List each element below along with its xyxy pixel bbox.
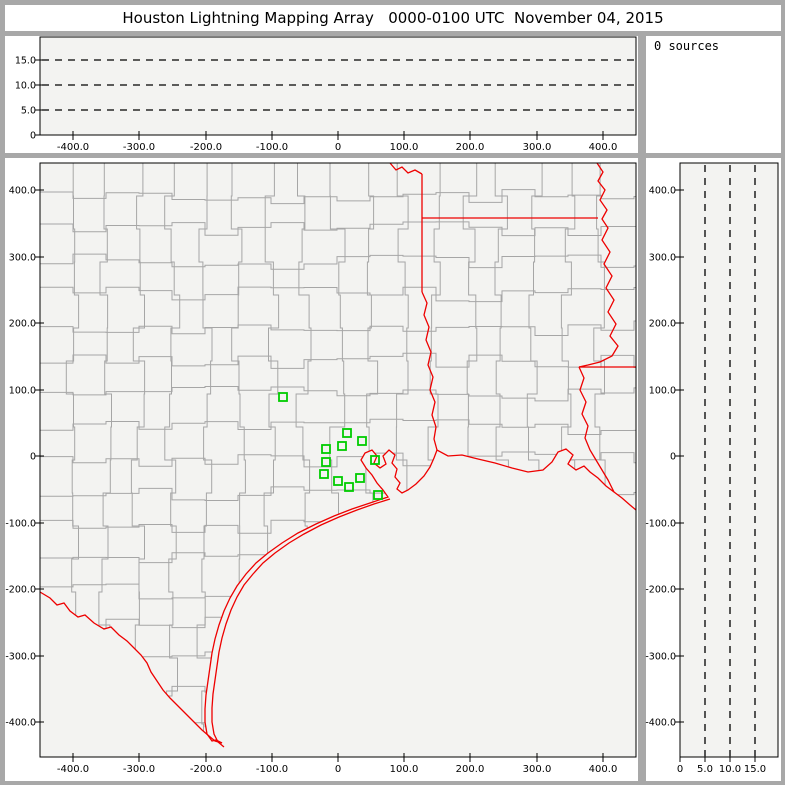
county-line [196, 163, 213, 743]
tick-label: 100.0 [390, 142, 419, 153]
tick-label: 100.0 [390, 764, 419, 775]
tick-label: 0 [677, 764, 683, 775]
county-line [40, 386, 636, 402]
barrier-island [211, 498, 391, 748]
tick-label: -400.0 [5, 718, 36, 729]
tick-label: -400.0 [645, 718, 676, 729]
station-marker [357, 436, 367, 446]
station-marker [333, 476, 343, 486]
tick-label: 10.0 [719, 764, 741, 775]
station-marker [373, 490, 383, 500]
tick-label: 0 [670, 452, 676, 463]
tick-label: -200.0 [190, 142, 222, 153]
tick-label: -300.0 [645, 652, 676, 663]
tick-label: -200.0 [190, 764, 222, 775]
window-title: Houston Lightning Mapping Array 0000-010… [122, 9, 663, 27]
alt-ew-plot-area [39, 36, 637, 136]
county-line [40, 352, 636, 369]
title-bar [5, 5, 781, 31]
tick-label: 5.0 [697, 764, 713, 775]
county-line [40, 320, 636, 336]
tick-label: 0 [30, 452, 36, 463]
tick-label: -400.0 [57, 142, 89, 153]
tick-label: -300.0 [123, 764, 155, 775]
tick-label: -100.0 [256, 142, 288, 153]
county-line [164, 163, 181, 743]
tick-label: 300.0 [9, 253, 36, 264]
station-marker [321, 444, 331, 454]
station-marker [370, 455, 380, 465]
station-marker [321, 457, 331, 467]
tick-label: 100.0 [9, 386, 36, 397]
station-marker [344, 482, 354, 492]
station-marker [342, 428, 352, 438]
tick-label: 0 [335, 764, 341, 775]
tick-label: 200.0 [456, 142, 485, 153]
tick-label: 100.0 [649, 386, 676, 397]
red-river-boundary [389, 162, 423, 175]
sources-count-label: 0 sources [654, 39, 719, 53]
tick-label: -200.0 [5, 585, 36, 596]
tick-label: -100.0 [645, 519, 676, 530]
tick-label: 15.0 [15, 56, 36, 67]
tick-label: 400.0 [9, 186, 36, 197]
station-marker [319, 469, 329, 479]
mississippi-river-boundary [578, 162, 619, 368]
tick-label: 200.0 [649, 319, 676, 330]
station-marker [355, 473, 365, 483]
rio-grande-boundary [39, 591, 223, 744]
tick-label: -200.0 [645, 585, 676, 596]
tick-label: 400.0 [649, 186, 676, 197]
tick-label: 5.0 [21, 106, 36, 117]
tick-label: 400.0 [589, 142, 618, 153]
tick-label: 200.0 [456, 764, 485, 775]
mississippi-river-south [578, 366, 615, 493]
county-line [40, 286, 636, 303]
station-marker [278, 392, 288, 402]
tick-label: -300.0 [123, 142, 155, 153]
tick-label: 200.0 [9, 319, 36, 330]
county-line [40, 253, 636, 270]
sabine-river-boundary [421, 291, 438, 451]
tick-label: -300.0 [5, 652, 36, 663]
tick-label: 0 [335, 142, 341, 153]
tick-label: 300.0 [523, 764, 552, 775]
county-line [40, 221, 636, 237]
histogram-panel [646, 36, 781, 153]
generated-plot-layers: 15.010.05.00-400.0 -300.0 -200.0 -100.0 0 100… [5, 36, 779, 775]
county-line [40, 189, 636, 205]
tick-label: 300.0 [523, 142, 552, 153]
tick-label: 10.0 [15, 81, 36, 92]
tick-label: 400.0 [589, 764, 618, 775]
tick-label: -100.0 [5, 519, 36, 530]
alt-ns-plot-area [679, 162, 779, 758]
tick-label: -400.0 [57, 764, 89, 775]
plan-view-plot-area [40, 163, 636, 757]
tick-label: 0 [30, 131, 36, 142]
station-marker [337, 441, 347, 451]
tick-label: -100.0 [256, 764, 288, 775]
tick-label: 15.0 [744, 764, 766, 775]
tick-label: 300.0 [649, 253, 676, 264]
county-line [40, 418, 636, 435]
coastline [204, 448, 637, 744]
